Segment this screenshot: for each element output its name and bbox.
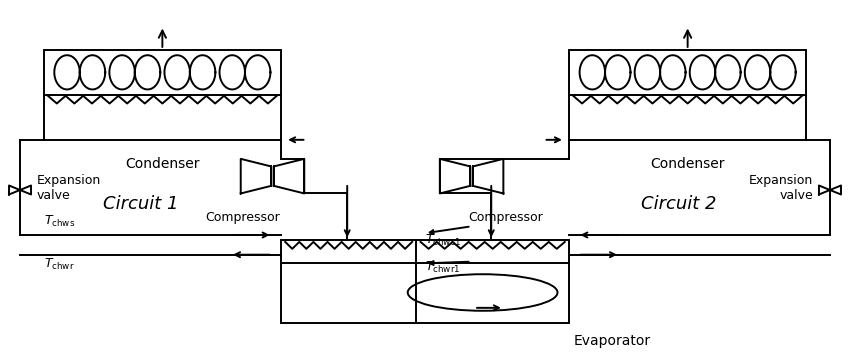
Bar bbox=[569, 50, 807, 140]
Text: Expansion
valve: Expansion valve bbox=[749, 174, 813, 202]
Text: Compressor: Compressor bbox=[468, 211, 543, 224]
Bar bbox=[281, 240, 569, 323]
Text: Expansion
valve: Expansion valve bbox=[37, 174, 101, 202]
Text: $T_{\rm chws}$: $T_{\rm chws}$ bbox=[43, 214, 75, 229]
Text: Condenser: Condenser bbox=[650, 157, 725, 171]
Text: Condenser: Condenser bbox=[125, 157, 200, 171]
Text: $T_{\rm chws1}$: $T_{\rm chws1}$ bbox=[425, 233, 462, 249]
Text: Circuit 1: Circuit 1 bbox=[104, 195, 179, 213]
Text: Compressor: Compressor bbox=[206, 211, 280, 224]
Text: Circuit 2: Circuit 2 bbox=[642, 195, 717, 213]
Text: $T_{\rm chwr}$: $T_{\rm chwr}$ bbox=[43, 257, 75, 271]
Text: Evaporator: Evaporator bbox=[573, 334, 650, 348]
Bar bbox=[43, 50, 281, 140]
Text: $T_{\rm chwr1}$: $T_{\rm chwr1}$ bbox=[425, 260, 461, 275]
